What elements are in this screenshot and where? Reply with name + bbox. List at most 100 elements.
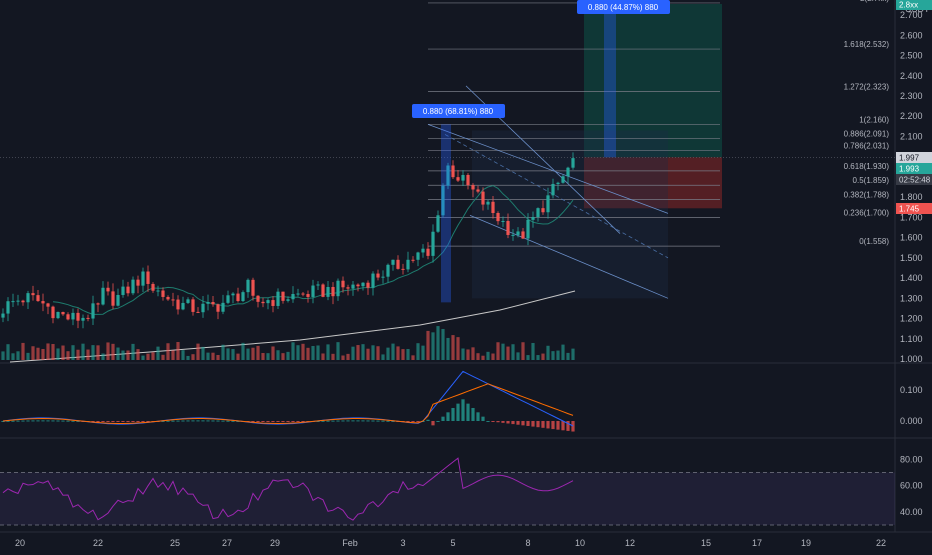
candle-body [76,312,80,321]
rsi-tick-label: 60.00 [900,481,923,491]
candle-body [491,201,495,214]
volume-bar [336,342,340,360]
volume-bar [266,353,270,360]
candle-body [426,248,430,256]
macd-histogram-bar [436,421,440,422]
candle-body [61,312,65,315]
volume-bar [216,354,220,360]
macd-histogram-bar [61,420,65,422]
volume-bar [21,342,25,360]
macd-histogram-bar [201,420,205,422]
macd-histogram-bar [496,421,500,423]
volume-bar [191,354,195,360]
volume-bar [256,345,260,360]
volume-bar [286,351,290,360]
candle-body [321,284,325,297]
time-axis[interactable]: 20 22 25 27 29 Feb 3 5 8 10 12 15 17 19 22 [15,538,886,548]
candle-body [461,174,465,181]
volume-bar [351,346,355,360]
price-tick-label: 1.400 [900,273,923,283]
macd-histogram-bar [456,403,460,421]
volume-bar [361,344,365,360]
candle-body [151,283,155,291]
volume-bar [416,343,420,360]
candle-body [66,314,70,320]
price-tick-label: 2.600 [900,30,923,40]
macd-tick-label: 0.100 [900,385,923,395]
macd-histogram-bar [516,421,520,425]
price-badge [896,163,932,174]
candle-body [486,201,490,205]
macd-tick-label: 0.000 [900,416,923,426]
volume-bar [461,348,465,360]
channel-line [444,134,669,259]
volume-bar [176,342,180,360]
candle-body [376,273,380,278]
macd-histogram-bar [571,421,575,432]
price-tick-label: 1.300 [900,293,923,303]
volume-bar [406,348,410,360]
fib-label: 1(2.160) [859,115,889,124]
macd-histogram-bar [451,407,455,421]
date-label: 8 [525,538,530,548]
macd-histogram-bar [221,420,225,422]
macd-histogram-bar [196,420,200,422]
volume-bar [301,343,305,360]
macd-histogram-bar [416,421,420,422]
macd-histogram-bar [211,420,215,422]
candle-body [296,293,300,295]
volume-bar [51,344,55,360]
candle-body [41,301,45,304]
macd-histogram-bar [106,421,110,422]
candle-body [521,231,525,239]
macd-histogram-bar [341,420,345,422]
volume-bar [551,351,555,360]
macd-histogram-bar [481,416,485,421]
price-tick-label: 1.500 [900,253,923,263]
volume-bar [321,353,325,360]
volume-bar [526,355,530,360]
volume-bar [346,353,350,360]
volume-bar [396,346,400,360]
price-axis[interactable]: 2.7002.6002.5002.4002.3002.2002.1002.000… [896,0,932,364]
macd-histogram-bar [486,421,490,422]
rsi-tick-label: 80.00 [900,454,923,464]
date-label: 27 [222,538,232,548]
volume-bar [156,346,160,360]
date-label: 17 [752,538,762,548]
price-badge-label: 2.8xx [899,1,918,10]
candle-body [121,286,125,295]
macd-histogram-bar [556,421,560,430]
volume-bar [371,345,375,360]
candle-body [71,312,75,320]
channel-line [427,123,669,214]
macd-histogram-bar [536,421,540,428]
candle-body [421,248,425,253]
macd-histogram-bar [236,420,240,422]
macd-histogram-bar [546,421,550,429]
candle-body [506,221,510,235]
volume-bar [1,351,5,360]
macd-histogram-bar [136,421,140,422]
candle-body [256,295,260,302]
candle-body [541,208,545,213]
volume-bar [496,342,500,360]
volume-bar [106,342,110,360]
macd-histogram-bar [511,421,515,425]
price-badge [896,152,932,163]
candle-body [316,284,320,286]
candle-body [291,293,295,300]
macd-histogram-bar [301,421,305,422]
volume-bar [246,348,250,360]
macd-histogram-bar [371,420,375,422]
macd-histogram-bar [226,420,230,422]
volume-bar [571,348,575,360]
candle-body [116,294,120,306]
volume-bar [386,347,390,360]
fib-label: 0.618(1.930) [844,162,890,171]
price-badge-label: 1.993 [899,165,920,174]
volume-bar [226,348,230,360]
macd-histogram-bar [501,421,505,423]
